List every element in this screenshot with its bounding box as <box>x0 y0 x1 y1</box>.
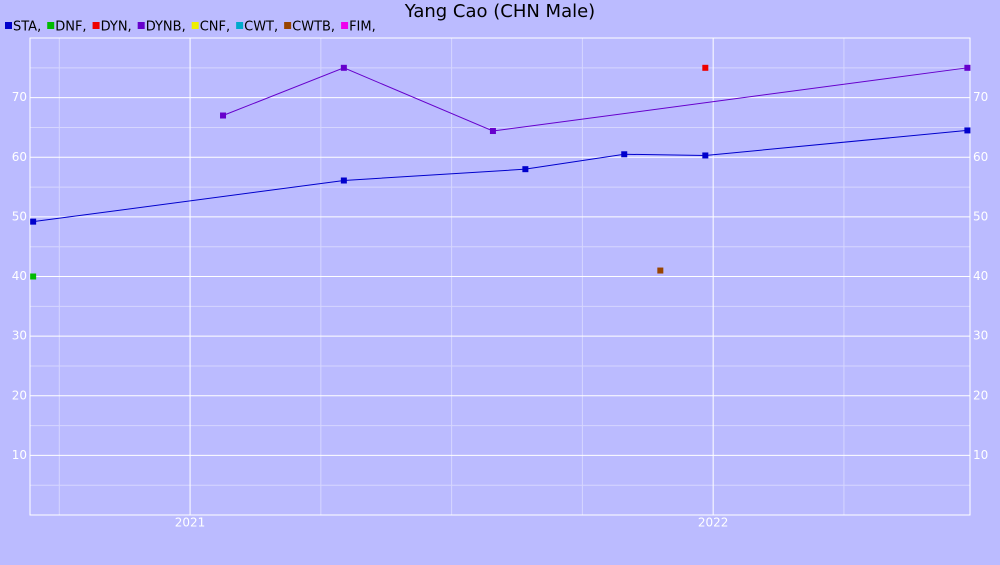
y-tick-label: 70 <box>12 90 27 104</box>
y2-tick-label: 20 <box>973 388 988 402</box>
point <box>220 112 227 119</box>
point <box>702 64 709 71</box>
series-line <box>33 129 968 223</box>
plot-frame <box>29 37 971 516</box>
point <box>964 127 971 134</box>
x-tick-label: 2022 <box>698 516 729 530</box>
point <box>621 151 628 158</box>
point <box>964 64 971 71</box>
legend-label: FIM, <box>349 20 376 35</box>
legend-label: CWTB, <box>292 20 335 35</box>
point <box>702 152 709 159</box>
legend-swatch <box>92 22 100 29</box>
legend-label: STA, <box>13 20 41 35</box>
point <box>340 177 347 184</box>
y-tick-label: 50 <box>12 209 27 223</box>
legend-label: CNF, <box>200 20 230 35</box>
y2-tick-label: 70 <box>973 90 988 104</box>
point <box>489 128 496 135</box>
y2-tick-label: 40 <box>973 269 988 283</box>
legend-swatch <box>47 22 55 29</box>
chart-title: Yang Cao (CHN Male) <box>404 1 595 22</box>
legend-swatch <box>137 22 145 29</box>
legend-swatch <box>5 22 12 29</box>
y2-tick-label: 30 <box>973 329 988 343</box>
y-tick-label: 30 <box>12 329 27 343</box>
y-tick-label: 60 <box>12 150 27 164</box>
point <box>30 273 37 280</box>
legend-label: DYN, <box>101 20 132 35</box>
legend-label: CWT, <box>244 20 278 35</box>
y2-tick-label: 50 <box>973 209 988 223</box>
y2-tick-label: 60 <box>973 150 988 164</box>
series-line <box>222 67 968 132</box>
legend-swatch <box>236 22 244 29</box>
y-tick-label: 10 <box>12 448 27 462</box>
legend-swatch <box>191 22 199 29</box>
y-tick-label: 40 <box>12 269 27 283</box>
legend-swatch <box>284 22 292 29</box>
point <box>657 267 664 274</box>
y-tick-label: 20 <box>12 388 27 402</box>
y2-tick-label: 10 <box>973 448 988 462</box>
point <box>340 64 347 71</box>
x-tick-label: 2021 <box>175 516 206 530</box>
legend-label: DNF, <box>55 20 86 35</box>
point <box>522 166 529 173</box>
point <box>30 218 37 225</box>
legend-swatch <box>341 22 349 29</box>
legend-label: DYNB, <box>146 20 186 35</box>
